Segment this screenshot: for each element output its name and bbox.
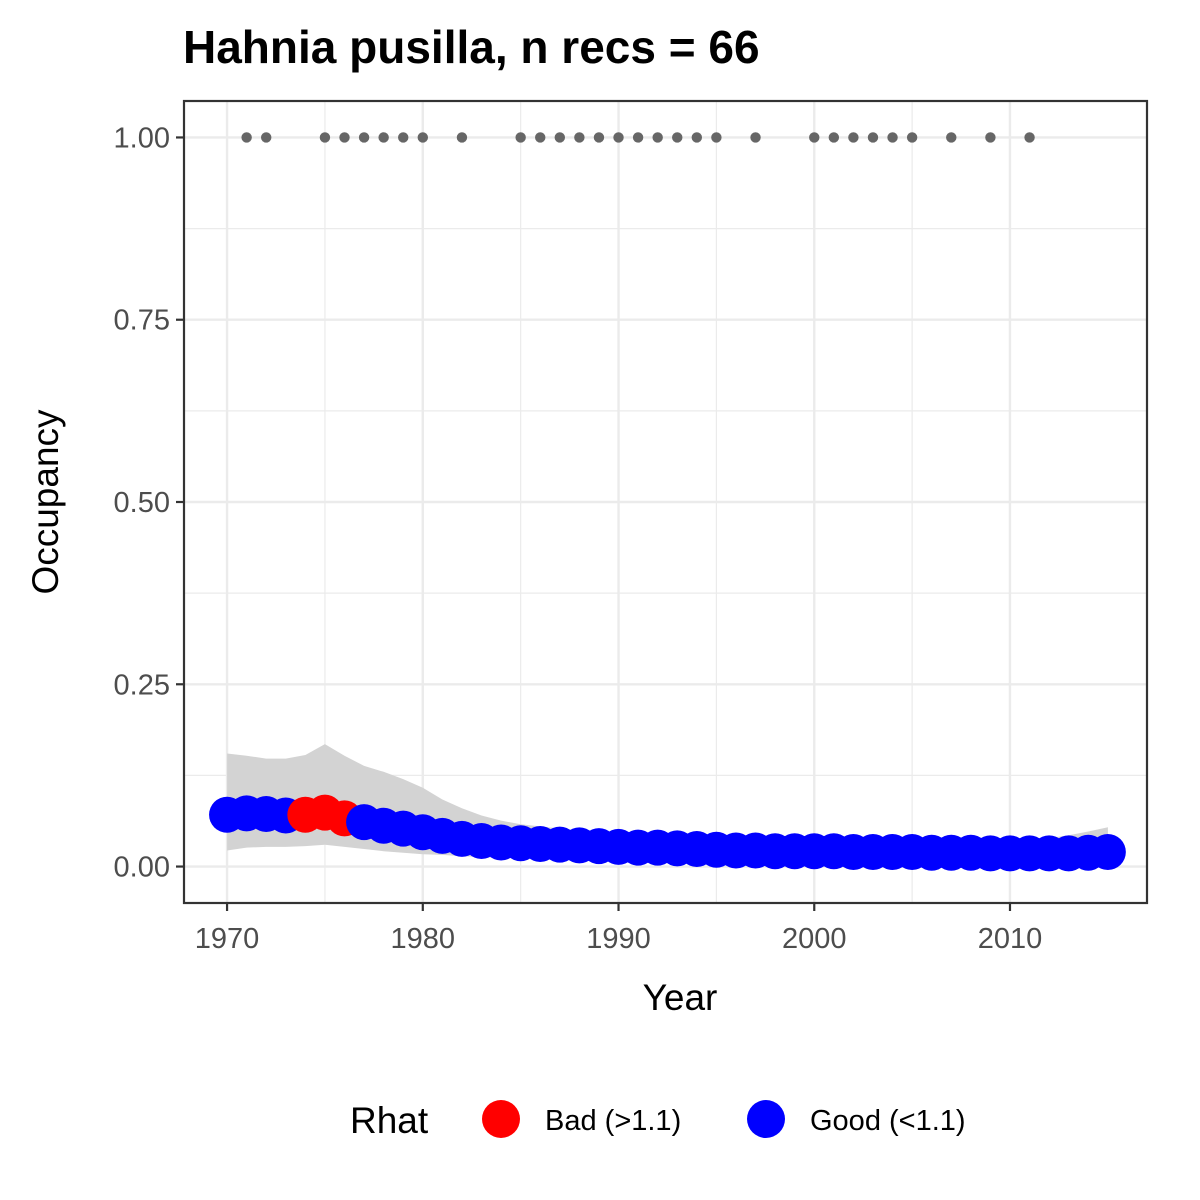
record-point [241,132,252,143]
record-point [398,132,409,143]
x-tick-label: 1990 [586,923,651,955]
record-point [946,132,957,143]
record-point [261,132,272,143]
legend: Rhat Bad (>1.1) Good (<1.1) [350,1100,966,1141]
record-point [906,132,918,143]
record-point [809,132,820,143]
legend-key-bad [482,1100,520,1138]
y-tick-label: 0.75 [114,305,170,337]
legend-label-good: Good (<1.1) [810,1105,966,1137]
legend-title: Rhat [350,1100,429,1141]
y-axis: 0.00 0.25 0.50 0.75 1.00 [114,122,184,884]
y-tick-label: 1.00 [114,122,170,154]
record-point [1024,132,1035,143]
occupancy-point [1089,833,1126,870]
legend-key-good [747,1100,785,1138]
x-tick-label: 1980 [391,923,456,955]
record-point [456,132,468,143]
grid-lines [184,101,1147,903]
x-tick-label: 2010 [978,923,1043,955]
record-point [691,132,703,143]
x-tick-label: 1970 [195,923,260,955]
record-point [515,132,526,143]
x-axis: 1970 1980 1990 2000 2010 [195,903,1042,955]
legend-label-bad: Bad (>1.1) [545,1105,681,1137]
record-point [632,132,644,143]
record-point [593,132,605,143]
record-point [358,132,370,143]
record-point [887,132,898,143]
record-point [378,132,389,143]
record-point [535,132,546,143]
record-point [613,132,624,143]
record-point [828,132,840,143]
y-tick-label: 0.50 [114,487,170,519]
record-point [339,132,350,143]
occupancy-points-layer [209,794,1126,872]
record-point [554,132,566,143]
record-point [867,132,879,143]
record-point [711,132,722,143]
y-axis-title: Occupancy [25,409,66,595]
x-tick-label: 2000 [782,923,847,955]
records-layer [241,132,1035,143]
x-axis-title: Year [643,977,718,1018]
record-point [750,132,761,143]
record-point [319,132,331,143]
record-point [848,132,859,143]
record-point [672,132,683,143]
chart-title: Hahnia pusilla, n recs = 66 [183,21,760,73]
record-point [574,132,585,143]
y-tick-label: 0.00 [114,852,170,884]
record-point [652,132,663,143]
y-tick-label: 0.25 [114,669,170,701]
record-point [985,132,996,143]
record-point [417,132,428,143]
